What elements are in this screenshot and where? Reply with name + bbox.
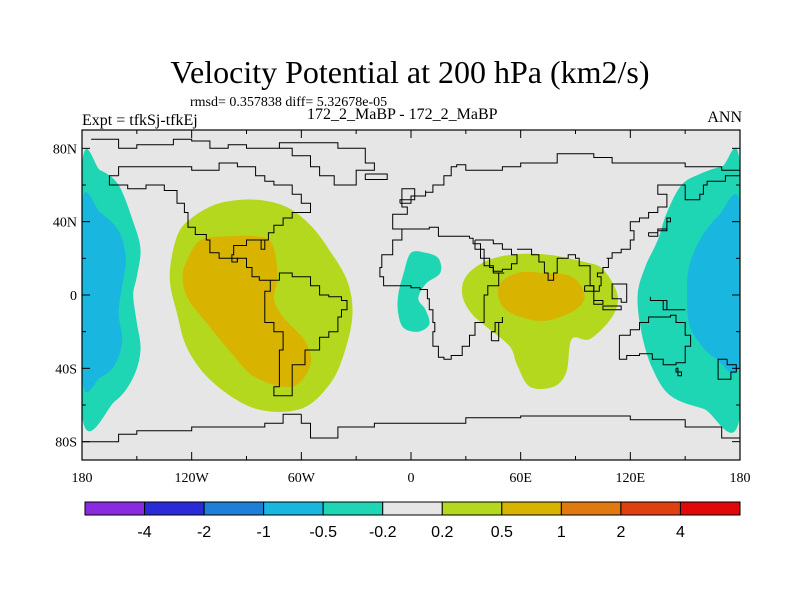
colorbar-label-4: -0.2 <box>369 524 397 541</box>
coastline-18 <box>399 188 416 204</box>
y-tick-label-0: 80N <box>53 142 77 157</box>
colorbar-label-0: -4 <box>137 524 151 541</box>
colorbar-box-7 <box>501 501 562 516</box>
x-tick-label-2: 60W <box>288 471 316 486</box>
x-tick-label-4: 60E <box>509 471 532 486</box>
plot-area <box>82 130 740 460</box>
colorbar-box-8 <box>560 501 622 516</box>
colorbar-box-4 <box>322 501 384 516</box>
coastline-15 <box>675 367 682 377</box>
x-tick-label-1: 120W <box>175 471 210 486</box>
colorbar-box-9 <box>620 501 681 516</box>
coastline-9 <box>490 317 503 342</box>
x-tick-label-3: 0 <box>408 471 415 486</box>
y-tick-label-2: 0 <box>70 289 77 304</box>
colorbar-label-2: -1 <box>257 524 271 541</box>
coastline-17 <box>648 217 671 237</box>
chart-title: Velocity Potential at 200 hPa (km2/s) <box>170 54 650 90</box>
colorbar-label-1: -2 <box>197 524 211 541</box>
right-label: ANN <box>707 109 742 126</box>
coastline-14 <box>618 314 692 366</box>
colorbar-label-6: 0.5 <box>491 524 513 541</box>
colorbar-label-9: 4 <box>676 524 685 541</box>
y-tick-label-4: 80S <box>55 436 77 451</box>
x-tick-label-6: 180 <box>730 471 751 486</box>
coastline-2 <box>108 175 238 262</box>
colorbar-box-10 <box>679 501 741 516</box>
coastline-5 <box>392 153 740 230</box>
axes: 180 120W 60W 0 60E 120E 180 80N 40N 0 40S 80S <box>53 129 751 486</box>
colorbar-box-0 <box>84 501 146 516</box>
colorbar-box-2 <box>203 501 265 516</box>
coastline-20 <box>82 413 302 449</box>
x-tick-label-5: 120E <box>616 471 646 486</box>
coastline-1 <box>118 162 348 397</box>
contour-region-atlantic-small-outer <box>397 251 442 332</box>
contour-region-pacific-west-inner <box>686 194 740 374</box>
coastline-6 <box>379 226 505 360</box>
coastline-13 <box>649 296 686 311</box>
coastline-8 <box>517 175 740 292</box>
colorbar-label-7: 1 <box>557 524 566 541</box>
left-label: Expt = tfkSj-tfkEj <box>82 112 198 129</box>
coastline-7 <box>474 239 518 272</box>
y-tick-label-1: 40N <box>53 216 77 231</box>
chart-subtitle: rmsd= 0.357838 diff= 5.32678e-05 <box>190 95 388 110</box>
x-tick-label-0: 180 <box>72 471 93 486</box>
center-label: 172_2_MaBP - 172_2_MaBP <box>307 106 498 123</box>
coastline-4 <box>364 173 388 180</box>
colorbar-box-6 <box>441 501 503 516</box>
contour-region-africa-asia-inner <box>497 271 585 322</box>
colorbar-box-5 <box>382 501 443 516</box>
coastline-19 <box>300 414 740 439</box>
coastline-0 <box>91 138 280 149</box>
colorbar-label-8: 2 <box>616 524 625 541</box>
contour-region-americas-inner <box>182 235 312 388</box>
coastline-11 <box>602 305 622 311</box>
coastline-12 <box>611 283 628 303</box>
colorbar-label-3: -0.5 <box>309 524 337 541</box>
contour-region-pacific-east-inner <box>82 192 126 393</box>
colorbar-box-1 <box>144 501 205 516</box>
coastline-10 <box>584 285 604 305</box>
y-tick-label-3: 40S <box>55 362 77 377</box>
colorbar: -4 -2 -1 -0.5 -0.2 0.2 0.5 1 2 4 <box>84 501 741 541</box>
colorbar-label-5: 0.2 <box>431 524 453 541</box>
coastline-3 <box>278 142 375 186</box>
colorbar-box-3 <box>263 501 324 516</box>
coastline-16 <box>717 358 737 380</box>
